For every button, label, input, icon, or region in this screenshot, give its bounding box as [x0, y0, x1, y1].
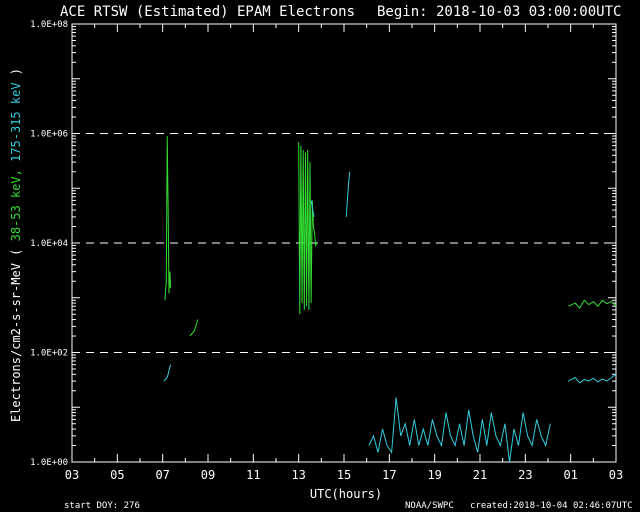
series-2-line — [345, 171, 351, 217]
y-axis-label-prefix: Electrons/cm2-s-sr-MeV ( — [9, 241, 23, 422]
x-tick-label: 07 — [155, 468, 169, 482]
y-axis-label: Electrons/cm2-s-sr-MeV ( 38-53 keV, 175-… — [9, 68, 23, 422]
x-tick-label: 21 — [473, 468, 487, 482]
x-tick-label: 01 — [563, 468, 577, 482]
x-tick-label: 05 — [110, 468, 124, 482]
y-axis-label-suffix: ) — [9, 68, 23, 82]
y-axis-label-series2: 175-315 keV — [9, 82, 23, 161]
y-tick-label: 1.0E+06 — [30, 130, 68, 140]
x-tick-label: 17 — [382, 468, 396, 482]
x-tick-label: 11 — [246, 468, 260, 482]
x-tick-label: 09 — [201, 468, 215, 482]
chart-title: ACE RTSW (Estimated) EPAM Electrons — [60, 4, 355, 20]
y-tick-label: 1.0E+00 — [30, 458, 68, 468]
footer-source: NOAA/SWPC — [405, 501, 454, 511]
series-1-line — [164, 135, 172, 301]
x-tick-label: 19 — [427, 468, 441, 482]
y-tick-label: 1.0E+02 — [30, 349, 68, 359]
x-tick-label: 03 — [65, 468, 79, 482]
footer-created: created:2018-10-04 02:46:07UTC — [470, 501, 633, 511]
x-tick-label: 03 — [609, 468, 623, 482]
series-2-line — [310, 200, 315, 217]
chart-begin-time: Begin: 2018-10-03 03:00:00UTC — [377, 4, 621, 20]
footer-start-doy: start DOY: 276 — [64, 501, 140, 511]
plot-area: 1.0E+00 1.0E+02 1.0E+04 1.0E+06 1.0E+08 03 05 0… — [30, 20, 623, 482]
series-2-line — [163, 364, 172, 382]
series-2-line — [368, 397, 551, 463]
x-tick-label: 13 — [291, 468, 305, 482]
y-tick-label: 1.0E+04 — [30, 239, 68, 249]
x-tick-label: 15 — [337, 468, 351, 482]
series-1-line — [298, 141, 318, 315]
series-1-line — [189, 319, 199, 337]
series-1-line — [568, 299, 617, 309]
x-tick-label: 23 — [518, 468, 532, 482]
x-axis-label: UTC(hours) — [310, 487, 382, 501]
series-2-line — [568, 373, 617, 384]
y-tick-label: 1.0E+08 — [30, 20, 68, 30]
y-axis-label-series1: 38-53 keV, — [9, 169, 23, 241]
